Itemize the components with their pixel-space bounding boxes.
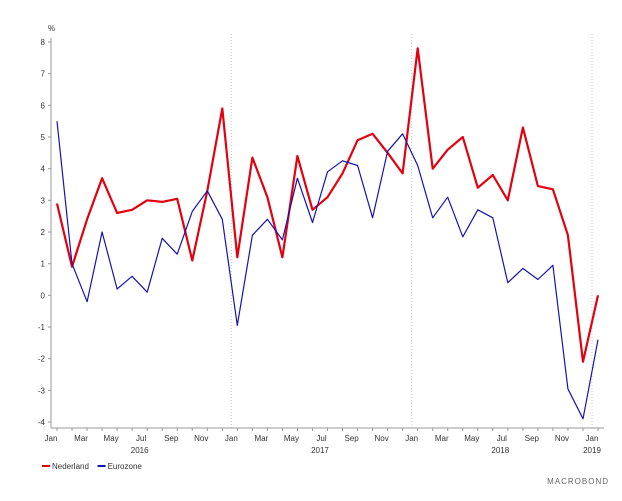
x-tick-label: Sep [525, 434, 540, 443]
year-label: 2016 [131, 446, 149, 455]
x-tick-label: Sep [164, 434, 179, 443]
y-axis-unit-label: % [48, 24, 55, 33]
x-tick-label: Nov [194, 434, 208, 443]
x-tick-label: Jan [586, 434, 599, 443]
macrobond-logo-text: MACROBOND [547, 477, 609, 486]
x-tick-label: Jan [405, 434, 418, 443]
y-axis: -4 -3 -2 -1 0 1 2 3 4 5 6 7 8 [38, 38, 52, 428]
x-tick-label: Nov [374, 434, 388, 443]
y-tick-label: 4 [41, 165, 46, 174]
y-tick-label: -4 [38, 418, 46, 427]
x-tick-label: Jul [497, 434, 507, 443]
legend-label: Eurozone [108, 462, 143, 471]
y-tick-label: -1 [38, 323, 46, 332]
x-tick-label: Jan [225, 434, 238, 443]
y-tick-label: 1 [41, 260, 46, 269]
x-tick-label: May [104, 434, 119, 443]
x-axis: Jan Mar May Jul Sep Nov Jan Mar May Jul Sep Nov Jan M… [45, 427, 604, 455]
x-tick-label: Jul [316, 434, 326, 443]
legend-label: Nederland [52, 462, 89, 471]
y-tick-label: 6 [41, 101, 46, 110]
series-layer [55, 47, 600, 420]
year-label: 2019 [583, 446, 601, 455]
x-tick-label: Jul [136, 434, 146, 443]
y-tick-label: 5 [41, 133, 46, 142]
x-tick-label: Mar [435, 434, 449, 443]
series-line-nederland [55, 47, 600, 363]
x-tick-label: Jan [45, 434, 58, 443]
x-tick-label: May [464, 434, 479, 443]
y-tick-label: 0 [41, 291, 46, 300]
legend: Nederland Eurozone [42, 462, 142, 471]
y-tick-label: 8 [41, 38, 46, 47]
x-tick-label: Mar [254, 434, 268, 443]
year-label: 2017 [311, 446, 329, 455]
y-tick-label: -3 [38, 386, 46, 395]
y-tick-label: -2 [38, 355, 46, 364]
series-line-eurozone [56, 121, 599, 420]
y-tick-label: 3 [41, 196, 46, 205]
x-tick-label: Nov [555, 434, 569, 443]
y-tick-label: 2 [41, 228, 46, 237]
x-tick-label: Mar [74, 434, 88, 443]
x-tick-label: Sep [344, 434, 359, 443]
year-label: 2018 [491, 446, 509, 455]
x-tick-label: May [284, 434, 299, 443]
y-tick-label: 7 [41, 70, 46, 79]
